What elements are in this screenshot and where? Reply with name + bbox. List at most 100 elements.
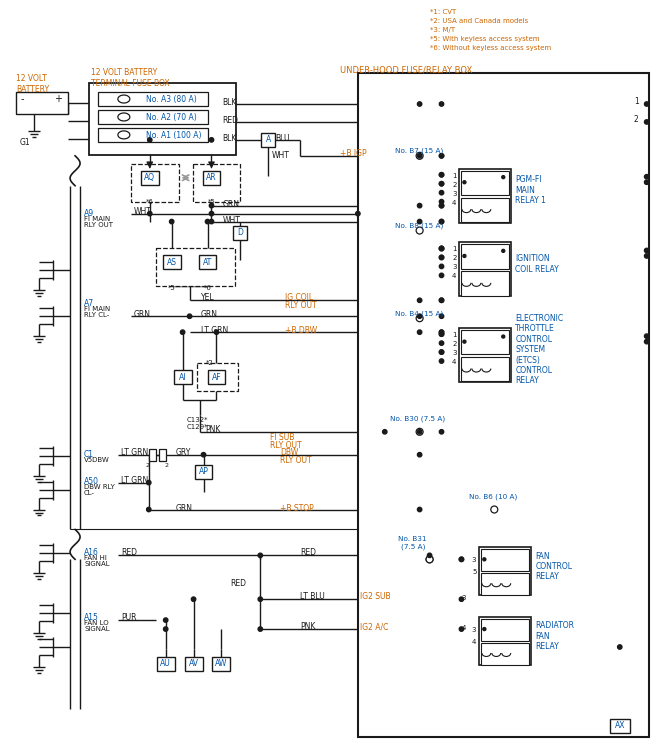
Text: BLU: BLU: [275, 134, 290, 143]
Text: 3: 3: [472, 557, 476, 563]
Text: 12 VOLT
BATTERY: 12 VOLT BATTERY: [16, 74, 49, 94]
Text: *5: *5: [208, 199, 215, 205]
Text: +B DBW: +B DBW: [285, 326, 317, 335]
Circle shape: [440, 246, 443, 251]
Bar: [159, 449, 166, 460]
Circle shape: [440, 203, 443, 208]
Circle shape: [440, 341, 443, 345]
Text: C129*: C129*: [187, 424, 208, 430]
Text: AX: AX: [615, 721, 625, 730]
Bar: [163, 256, 181, 269]
Text: ELECTRONIC
THROTTLE
CONTROL
SYSTEM
(ETCS)
CONTROL
RELAY: ELECTRONIC THROTTLE CONTROL SYSTEM (ETCS…: [515, 314, 563, 386]
Text: 12 VOLT BATTERY
TERMINAL FUSE BOX: 12 VOLT BATTERY TERMINAL FUSE BOX: [91, 68, 170, 88]
Circle shape: [502, 335, 505, 338]
Circle shape: [417, 153, 422, 158]
Text: 3: 3: [452, 265, 457, 271]
Text: A9: A9: [84, 209, 94, 218]
Circle shape: [483, 627, 486, 631]
Circle shape: [440, 256, 443, 259]
Text: AQ: AQ: [144, 173, 155, 182]
Circle shape: [440, 219, 443, 224]
Text: 2: 2: [452, 341, 457, 347]
Bar: [174, 370, 191, 384]
Text: 2: 2: [164, 463, 168, 468]
Text: DBW RLY: DBW RLY: [84, 484, 115, 490]
Text: No. B6 (10 A): No. B6 (10 A): [469, 494, 518, 500]
Circle shape: [201, 453, 206, 457]
Circle shape: [440, 181, 443, 186]
Text: 1: 1: [634, 97, 638, 106]
Text: No. A1 (100 A): No. A1 (100 A): [146, 131, 201, 140]
Circle shape: [440, 332, 443, 336]
Text: 1: 1: [452, 246, 457, 253]
Circle shape: [356, 212, 360, 215]
Text: *5: *5: [168, 285, 176, 291]
Text: SIGNAL: SIGNAL: [84, 626, 110, 632]
Circle shape: [644, 254, 649, 258]
Circle shape: [416, 227, 423, 234]
Text: A50: A50: [84, 476, 99, 485]
Circle shape: [463, 181, 466, 184]
Text: RED: RED: [230, 579, 246, 588]
Circle shape: [459, 557, 464, 562]
Bar: [461, 197, 509, 222]
Text: RLY CL-: RLY CL-: [84, 312, 109, 318]
Text: *6: *6: [203, 285, 211, 291]
Text: 3: 3: [472, 627, 476, 633]
Text: 3: 3: [452, 350, 457, 356]
Text: *5: With keyless access system: *5: With keyless access system: [430, 36, 539, 42]
Text: GRN: GRN: [201, 310, 218, 319]
Circle shape: [417, 314, 422, 318]
Text: C1: C1: [84, 450, 94, 459]
Text: No. A2 (70 A): No. A2 (70 A): [146, 113, 197, 122]
Circle shape: [502, 175, 505, 178]
Circle shape: [644, 248, 649, 253]
Text: *2: *2: [206, 360, 213, 366]
Text: FAN HI: FAN HI: [84, 556, 107, 562]
Bar: [16, 92, 68, 114]
Bar: [461, 357, 509, 381]
Text: PUR: PUR: [121, 613, 136, 622]
Circle shape: [440, 350, 443, 355]
Circle shape: [147, 480, 151, 485]
Text: +B IGP: +B IGP: [340, 149, 367, 158]
Bar: [149, 449, 156, 460]
Circle shape: [258, 627, 263, 631]
Circle shape: [417, 102, 422, 106]
Circle shape: [416, 314, 423, 322]
Circle shape: [147, 507, 151, 512]
Text: C132*: C132*: [187, 417, 208, 423]
Bar: [461, 271, 509, 296]
Circle shape: [440, 181, 443, 186]
Text: WHT: WHT: [134, 206, 152, 215]
Circle shape: [417, 219, 422, 224]
Text: 1: 1: [452, 332, 457, 338]
Circle shape: [440, 219, 443, 224]
Text: A: A: [266, 135, 271, 144]
Bar: [261, 133, 275, 147]
Text: *1: CVT: *1: CVT: [430, 9, 456, 15]
Bar: [98, 110, 207, 124]
Text: LT GRN: LT GRN: [121, 448, 148, 457]
Circle shape: [426, 556, 433, 562]
Circle shape: [417, 429, 422, 434]
Text: FAN
CONTROL
RELAY: FAN CONTROL RELAY: [535, 552, 572, 581]
Text: (7.5 A): (7.5 A): [401, 544, 425, 550]
Circle shape: [440, 191, 443, 195]
Circle shape: [205, 219, 210, 224]
Bar: [459, 169, 511, 222]
Text: 4: 4: [452, 200, 457, 206]
Circle shape: [502, 249, 505, 253]
Bar: [461, 171, 509, 195]
Text: YEL: YEL: [201, 293, 214, 302]
Text: LT GRN: LT GRN: [121, 476, 148, 485]
Text: No. B31: No. B31: [397, 537, 426, 542]
Circle shape: [147, 138, 152, 142]
Text: IG2 A/C: IG2 A/C: [360, 622, 388, 631]
Text: LT BLU: LT BLU: [300, 592, 325, 601]
Text: UNDER-HOOD FUSE/RELAY BOX: UNDER-HOOD FUSE/RELAY BOX: [340, 65, 472, 74]
Text: 4: 4: [452, 359, 457, 365]
Circle shape: [209, 219, 214, 224]
Text: FAN LO: FAN LO: [84, 620, 109, 626]
Circle shape: [188, 314, 191, 318]
